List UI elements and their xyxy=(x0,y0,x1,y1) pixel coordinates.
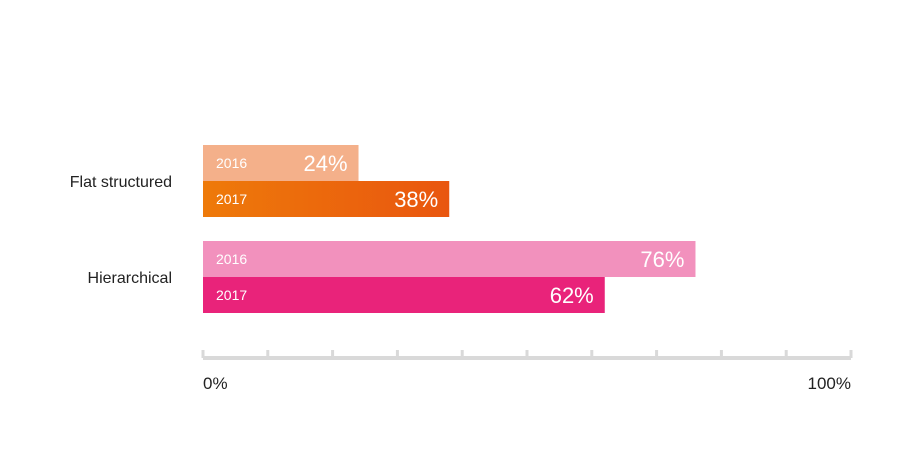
bar-value-label: 24% xyxy=(303,151,347,176)
bars: 2016 24% 2017 38% 2016 76% 2017 62% xyxy=(203,145,696,313)
bar-flat-structured-2017 xyxy=(203,181,450,217)
bar-year-label-2017: 2017 xyxy=(216,287,247,303)
bar-year-label-2016: 2016 xyxy=(216,155,247,171)
bar-value-label: 62% xyxy=(550,283,594,308)
bar-value-label: 38% xyxy=(394,187,438,212)
bar-year-label-2016: 2016 xyxy=(216,251,247,267)
category-label-hierarchical: Hierarchical xyxy=(88,270,172,287)
category-label-flat-structured: Flat structured xyxy=(70,174,172,191)
x-tick-label-100: 100% xyxy=(808,374,851,393)
category-labels: Flat structured Hierarchical xyxy=(70,174,172,287)
bar-hierarchical-2017 xyxy=(203,277,605,313)
bar-year-label-2017: 2017 xyxy=(216,191,247,207)
x-tick-label-0: 0% xyxy=(203,374,228,393)
x-axis: 0% 100% xyxy=(201,350,853,393)
x-axis-ticks xyxy=(201,350,853,358)
bar-hierarchical-2016 xyxy=(203,241,696,277)
bar-value-label: 76% xyxy=(640,247,684,272)
bar-flat-structured-2016 xyxy=(203,145,359,181)
